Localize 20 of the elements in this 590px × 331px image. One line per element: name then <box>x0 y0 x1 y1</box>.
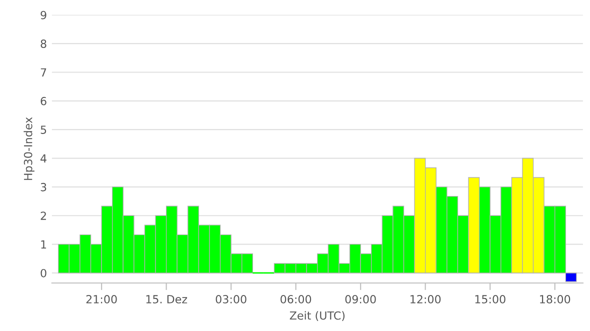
y-tick-label: 4 <box>40 154 46 162</box>
x-axis-title: Zeit (UTC) <box>290 311 345 322</box>
y-tick-label: 8 <box>40 40 46 48</box>
y-tick-label: 3 <box>40 182 46 192</box>
x-tick-label: 15:00 <box>475 295 506 304</box>
y-tick-label: 0 <box>40 268 46 278</box>
x-tick-label: 12:00 <box>410 295 441 304</box>
x-tick-label: 03:00 <box>216 295 246 304</box>
x-tick-label: 21:00 <box>86 295 117 304</box>
x-tick-label: 09:00 <box>345 295 376 304</box>
y-tick-label: 6 <box>40 96 46 106</box>
y-tick-label: 2 <box>40 212 46 220</box>
y-tick-label: 7 <box>40 68 46 76</box>
x-tick-label: 18:00 <box>540 295 570 304</box>
y-tick-label: 1 <box>41 240 46 249</box>
y-tick-label: 5 <box>40 126 46 134</box>
y-tick-label: 9 <box>40 10 46 20</box>
x-tick-label: 15. Dez <box>146 295 188 304</box>
x-tick-label: 06:00 <box>280 295 312 304</box>
y-axis-title: Hp30-Index <box>24 117 34 180</box>
